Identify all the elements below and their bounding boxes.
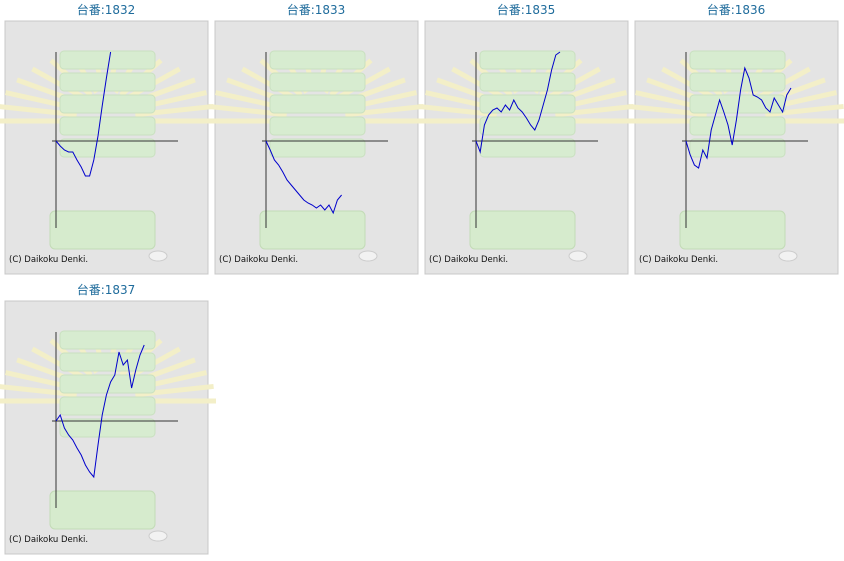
coin bbox=[358, 250, 378, 262]
copyright: (C) Daikoku Denki. bbox=[429, 255, 508, 265]
graph-title[interactable]: 台番:1836 bbox=[707, 2, 766, 17]
ray bbox=[661, 66, 718, 101]
coin bbox=[778, 250, 798, 262]
coin bbox=[568, 250, 588, 262]
box bbox=[49, 490, 156, 530]
graph-panel: (C) Daikoku Denki. bbox=[206, 20, 426, 275]
data-line bbox=[55, 344, 145, 479]
data-line bbox=[55, 51, 112, 177]
tray bbox=[689, 138, 786, 158]
graph-panel: (C) Daikoku Denki. bbox=[0, 20, 216, 275]
tray bbox=[59, 138, 156, 158]
data-line bbox=[265, 140, 342, 215]
tray bbox=[59, 94, 156, 114]
box bbox=[469, 210, 576, 250]
graph-panel: (C) Daikoku Denki. bbox=[626, 20, 844, 275]
tray bbox=[689, 116, 786, 136]
tray bbox=[479, 138, 576, 158]
tray bbox=[59, 352, 156, 372]
graph-panel: (C) Daikoku Denki. bbox=[0, 300, 216, 555]
tray bbox=[479, 50, 576, 70]
tray bbox=[269, 50, 366, 70]
tray bbox=[59, 418, 156, 438]
graph-panel: (C) Daikoku Denki. bbox=[416, 20, 636, 275]
graph-title[interactable]: 台番:1833 bbox=[287, 2, 346, 17]
ray bbox=[31, 346, 88, 381]
tray bbox=[59, 116, 156, 136]
copyright: (C) Daikoku Denki. bbox=[9, 255, 88, 265]
data-line bbox=[685, 66, 792, 169]
tray bbox=[479, 72, 576, 92]
tray bbox=[59, 50, 156, 70]
tray bbox=[479, 116, 576, 136]
graph-title[interactable]: 台番:1837 bbox=[77, 282, 136, 297]
data-line bbox=[475, 51, 561, 154]
ray bbox=[31, 66, 88, 101]
graph-title[interactable]: 台番:1835 bbox=[497, 2, 556, 17]
tray bbox=[269, 72, 366, 92]
tray bbox=[269, 138, 366, 158]
tray bbox=[269, 116, 366, 136]
copyright: (C) Daikoku Denki. bbox=[9, 535, 88, 545]
ray bbox=[451, 66, 508, 101]
box bbox=[679, 210, 786, 250]
tray bbox=[689, 72, 786, 92]
coin bbox=[148, 530, 168, 542]
graph-title[interactable]: 台番:1832 bbox=[77, 2, 136, 17]
ray bbox=[241, 66, 298, 101]
tray bbox=[59, 396, 156, 416]
coin bbox=[148, 250, 168, 262]
box bbox=[49, 210, 156, 250]
copyright: (C) Daikoku Denki. bbox=[639, 255, 718, 265]
tray bbox=[689, 50, 786, 70]
tray bbox=[59, 330, 156, 350]
tray bbox=[269, 94, 366, 114]
copyright: (C) Daikoku Denki. bbox=[219, 255, 298, 265]
tray bbox=[59, 72, 156, 92]
tray bbox=[479, 94, 576, 114]
box bbox=[259, 210, 366, 250]
